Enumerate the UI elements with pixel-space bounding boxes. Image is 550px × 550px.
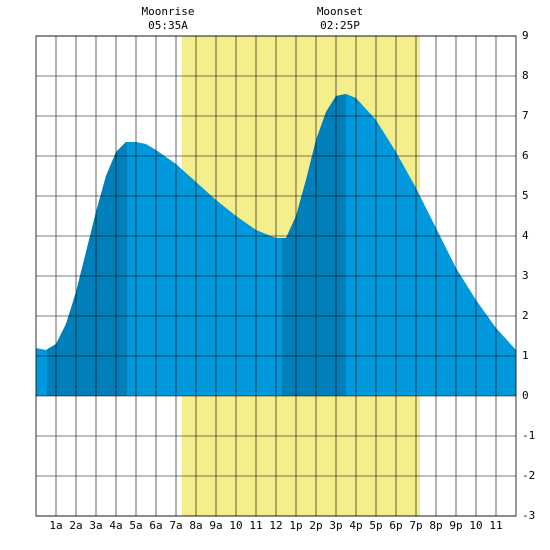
x-tick-label: 2a [69,519,82,532]
x-tick-label: 5p [369,519,382,532]
x-tick-label: 5a [129,519,142,532]
x-tick-label: 1a [49,519,62,532]
plot-border [35,35,517,517]
x-tick-label: 6a [149,519,162,532]
x-tick-label: 9a [209,519,222,532]
x-tick-label: 3a [89,519,102,532]
annotation-title: Moonset [317,5,363,18]
annotation-title: Moonrise [142,5,195,18]
y-tick-label: -1 [522,429,535,442]
y-tick-label: 0 [522,389,529,402]
x-tick-label: 8a [189,519,202,532]
y-tick-label: 2 [522,309,529,322]
x-tick-label: 11 [489,519,502,532]
x-tick-label: 7p [409,519,422,532]
y-tick-label: 9 [522,29,529,42]
x-tick-label: 1p [289,519,302,532]
y-tick-label: 3 [522,269,529,282]
x-tick-label: 10 [469,519,482,532]
y-tick-label: -2 [522,469,535,482]
x-tick-label: 11 [249,519,262,532]
x-tick-label: 12 [269,519,282,532]
x-tick-label: 4p [349,519,362,532]
x-tick-label: 4a [109,519,122,532]
y-tick-label: 8 [522,69,529,82]
annotation-time: 05:35A [148,19,188,32]
x-tick-label: 7a [169,519,182,532]
x-tick-label: 10 [229,519,242,532]
x-tick-label: 9p [449,519,462,532]
y-tick-label: 6 [522,149,529,162]
x-tick-label: 6p [389,519,402,532]
y-tick-label: 7 [522,109,529,122]
x-tick-label: 2p [309,519,322,532]
y-tick-label: -3 [522,509,535,522]
x-tick-label: 8p [429,519,442,532]
y-tick-label: 5 [522,189,529,202]
annotation-time: 02:25P [320,19,360,32]
y-tick-label: 4 [522,229,529,242]
y-tick-label: 1 [522,349,529,362]
x-tick-label: 3p [329,519,342,532]
